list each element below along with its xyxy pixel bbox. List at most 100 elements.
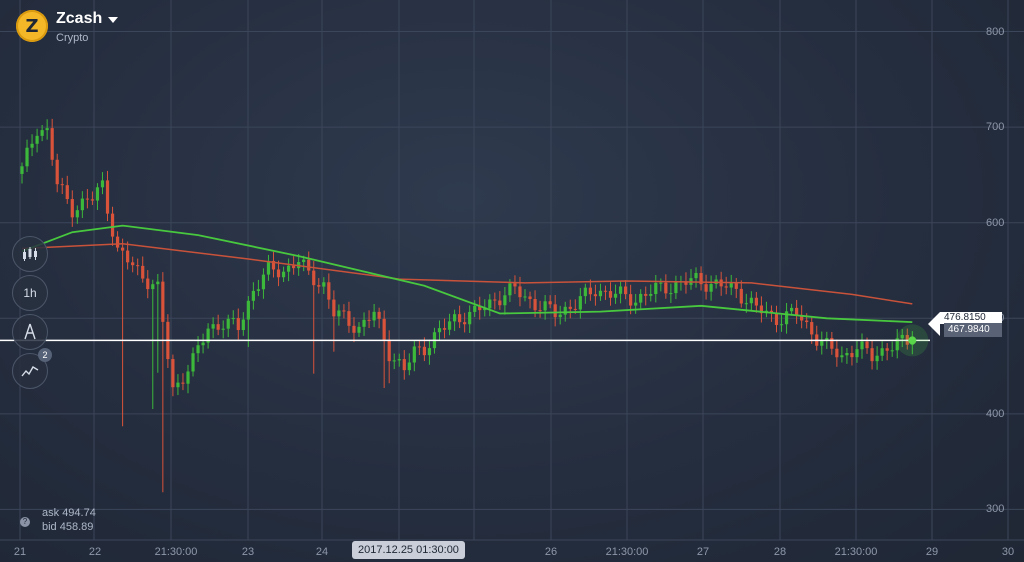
candle-body (759, 305, 764, 314)
drawing-tools-icon (24, 323, 36, 340)
candle-body (800, 314, 804, 321)
candle-body (246, 300, 250, 320)
candle-body (25, 147, 29, 167)
candle-body (810, 322, 814, 335)
candle-body (649, 294, 653, 296)
candle-body (593, 294, 598, 297)
candle-body (805, 320, 809, 323)
candle-body (588, 287, 592, 295)
y-axis-tick-label: 700 (986, 121, 1005, 134)
candle-body (629, 294, 633, 306)
candle-body (608, 291, 613, 298)
candle-body (85, 198, 89, 200)
candle-body (538, 310, 542, 312)
candle-body (654, 282, 658, 295)
candle-body (402, 359, 406, 371)
candle-body (392, 360, 396, 362)
candle-body (528, 296, 532, 300)
candle-body (900, 334, 904, 339)
candle-body (694, 272, 698, 279)
candle-body (784, 311, 789, 325)
asset-name: Zcash (56, 10, 103, 27)
candle-body (488, 299, 492, 309)
price-tag-value: 476.8150 (940, 312, 1002, 324)
candle-body (121, 247, 125, 251)
candle-body (704, 284, 708, 292)
candle-body (865, 341, 869, 349)
candle-body (241, 319, 245, 331)
candle-body (332, 299, 336, 317)
asset-category: Crypto (56, 32, 89, 44)
candle-body (95, 187, 100, 201)
candle-body (196, 345, 200, 354)
candle-body (840, 355, 844, 358)
candle-body (568, 306, 572, 309)
candle-body (880, 348, 884, 356)
candle-body (749, 297, 753, 304)
candle-body (513, 283, 517, 287)
drawing-tools-button[interactable] (12, 314, 48, 350)
candle-body (80, 198, 84, 211)
candle-body (60, 184, 64, 186)
y-axis-tick-label: 800 (986, 25, 1005, 38)
candle-body (337, 310, 341, 317)
current-price-dot (908, 336, 917, 345)
candle-body (186, 371, 190, 384)
candle-body (835, 348, 839, 358)
candle-body (251, 290, 255, 301)
candle-body (779, 324, 784, 326)
candle-body (256, 289, 261, 291)
candle-body (276, 269, 281, 278)
quote-panel: ? ask 494.74 bid 458.89 (20, 506, 96, 534)
candle-body (613, 293, 618, 298)
chevron-down-icon (108, 17, 119, 23)
chart-type-button[interactable] (12, 236, 48, 272)
price-tag-secondary-value: 467.9840 (944, 323, 1002, 337)
candle-body (699, 272, 703, 285)
candle-body (136, 265, 140, 267)
candle-body (422, 346, 426, 356)
candle-body (397, 359, 401, 361)
candle-body (774, 312, 779, 325)
asset-selector[interactable]: Z Zcash Crypto (16, 10, 119, 44)
candle-body (473, 305, 477, 312)
candle-body (533, 299, 537, 311)
candle-body (503, 295, 507, 306)
candle-body (789, 307, 794, 312)
candle-body (382, 318, 386, 340)
candle-body (734, 282, 738, 289)
question-icon[interactable]: ? (20, 517, 30, 527)
candle-body (820, 340, 824, 346)
candle-body (493, 299, 497, 301)
candle-body (302, 259, 306, 263)
indicators-button[interactable]: 2 (12, 348, 52, 389)
candle-body (286, 265, 291, 272)
bid-value: 458.89 (59, 521, 94, 533)
candle-body (312, 270, 316, 286)
candle-body (598, 290, 603, 297)
candle-body (412, 346, 416, 363)
candle-body (875, 355, 879, 362)
x-axis-tick-label: 28 (773, 546, 787, 558)
candle-body (347, 311, 351, 326)
price-tag-arrow (928, 312, 940, 336)
x-axis-tick-label: 27 (696, 546, 710, 558)
ask-label: ask (42, 507, 60, 519)
candle-body (171, 359, 175, 388)
candle-body (181, 382, 185, 384)
timeframe-button[interactable]: 1h (12, 275, 48, 311)
candle-body (226, 318, 230, 329)
candle-body (830, 338, 834, 349)
candle-body (518, 286, 522, 298)
chart-grid (0, 0, 1024, 541)
candle-body (618, 286, 623, 294)
candle-body (377, 311, 381, 319)
candle-body (563, 306, 567, 315)
zcash-coin-icon: Z (16, 10, 48, 42)
candle-body (634, 302, 638, 306)
candle-body (442, 328, 447, 330)
candle-body (890, 350, 894, 352)
candle-body (583, 287, 587, 297)
candle-body (639, 293, 643, 303)
